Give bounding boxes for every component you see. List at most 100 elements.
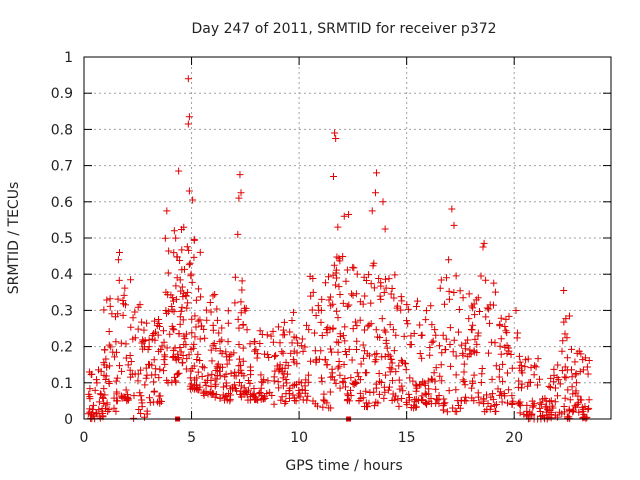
data-point xyxy=(348,356,356,364)
data-point xyxy=(321,397,329,405)
data-point xyxy=(155,347,163,355)
y-axis-label: SRMTID / TECUs xyxy=(6,182,22,295)
data-point xyxy=(235,341,243,349)
data-point xyxy=(139,345,147,353)
data-point xyxy=(270,373,278,381)
data-point xyxy=(426,351,434,359)
data-point xyxy=(298,335,306,343)
data-point xyxy=(416,321,424,329)
data-point xyxy=(244,386,252,394)
data-point xyxy=(102,372,110,380)
data-point xyxy=(162,288,170,296)
data-point xyxy=(521,363,529,371)
data-point xyxy=(140,326,148,334)
data-point xyxy=(176,343,184,351)
data-point xyxy=(370,284,378,292)
data-point xyxy=(343,390,351,398)
data-point xyxy=(579,405,587,413)
data-point xyxy=(160,338,168,346)
data-point xyxy=(170,326,178,334)
data-point xyxy=(100,359,108,367)
data-point xyxy=(563,354,571,362)
data-point xyxy=(166,330,174,338)
data-point xyxy=(96,390,104,398)
data-point xyxy=(95,398,103,406)
data-point xyxy=(357,395,365,403)
data-point xyxy=(351,318,359,326)
data-point xyxy=(84,410,92,418)
data-point xyxy=(380,289,388,297)
data-point xyxy=(198,322,206,330)
y-tick-label: 1 xyxy=(64,50,73,66)
data-point xyxy=(483,391,491,399)
data-point xyxy=(543,408,551,416)
data-point xyxy=(446,340,454,348)
data-point xyxy=(307,357,315,365)
data-point xyxy=(193,381,201,389)
data-point xyxy=(116,362,124,370)
data-point xyxy=(299,347,307,355)
data-point xyxy=(349,325,357,333)
data-point xyxy=(223,360,231,368)
data-point xyxy=(343,351,351,359)
data-point xyxy=(514,383,522,391)
data-point xyxy=(422,391,430,399)
data-point xyxy=(508,399,516,407)
data-point xyxy=(95,406,103,414)
data-point xyxy=(218,336,226,344)
data-point xyxy=(327,373,335,381)
data-point xyxy=(505,312,513,320)
data-point xyxy=(458,341,466,349)
data-point xyxy=(114,256,122,264)
data-point xyxy=(453,408,461,416)
data-point xyxy=(340,212,348,220)
data-point xyxy=(332,266,340,274)
data-point xyxy=(325,296,333,304)
data-point xyxy=(115,276,123,284)
data-point xyxy=(561,394,569,402)
data-point xyxy=(89,412,97,420)
data-point xyxy=(197,293,205,301)
data-point xyxy=(278,393,286,401)
data-point xyxy=(367,280,375,288)
data-point xyxy=(122,340,130,348)
data-point xyxy=(508,364,516,372)
data-point xyxy=(294,339,302,347)
data-point xyxy=(130,392,138,400)
data-point xyxy=(280,326,288,334)
data-point xyxy=(345,210,353,218)
data-point xyxy=(100,385,108,393)
data-point xyxy=(505,347,513,355)
data-point xyxy=(289,382,297,390)
data-point xyxy=(315,306,323,314)
data-point xyxy=(276,339,284,347)
data-point xyxy=(257,384,265,392)
data-point xyxy=(474,332,482,340)
data-point xyxy=(235,324,243,332)
data-point xyxy=(403,301,411,309)
data-point xyxy=(167,291,175,299)
data-point xyxy=(371,350,379,358)
data-point xyxy=(560,318,568,326)
data-point xyxy=(471,311,479,319)
data-point xyxy=(156,365,164,373)
data-point xyxy=(347,391,355,399)
data-point xyxy=(558,347,566,355)
data-point xyxy=(492,407,500,415)
data-point xyxy=(466,346,474,354)
x-tick-label: 0 xyxy=(80,430,89,446)
data-point xyxy=(112,338,120,346)
data-point xyxy=(434,396,442,404)
data-point xyxy=(504,369,512,377)
data-point xyxy=(175,167,183,175)
data-point xyxy=(320,390,328,398)
data-point xyxy=(137,409,145,417)
data-point xyxy=(550,365,558,373)
data-point xyxy=(356,389,364,397)
data-point xyxy=(407,341,415,349)
data-point xyxy=(237,298,245,306)
data-point xyxy=(513,334,521,342)
data-point xyxy=(584,370,592,378)
data-point xyxy=(442,274,450,282)
data-point xyxy=(551,384,559,392)
